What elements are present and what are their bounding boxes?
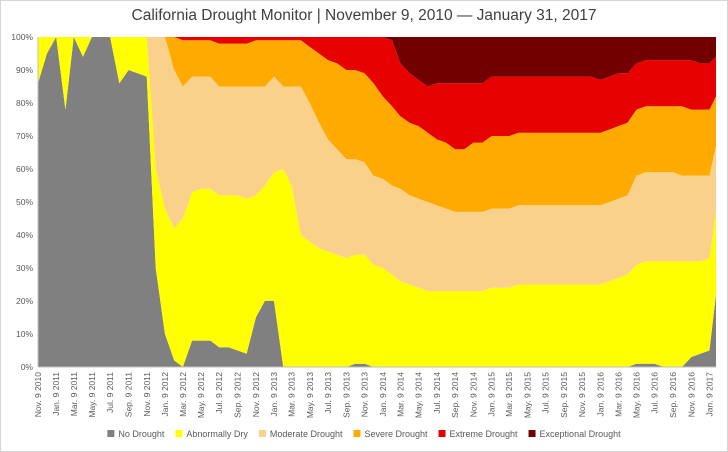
x-axis-ticks: Nov. 9 2010 Jan. 9 2011 Mar. 9 2011 May. 9 … xyxy=(33,372,714,418)
y-tick-label: 20% xyxy=(16,296,33,306)
legend-label: No Drought xyxy=(118,429,165,439)
area-moderate-drought xyxy=(38,37,716,292)
legend-swatch xyxy=(175,430,183,437)
y-tick-label: 80% xyxy=(16,98,33,108)
y-tick-label: 40% xyxy=(16,230,33,240)
x-tick-label: Mar. 9 2014 xyxy=(395,372,405,417)
x-tick-label: Sep. 9 2011 xyxy=(124,372,134,417)
x-tick-label: Jan. 9 2017 xyxy=(704,372,714,417)
area-extreme-drought xyxy=(38,37,716,150)
x-tick-label: Nov. 9 2014 xyxy=(468,372,478,417)
legend-label: Extreme Drought xyxy=(450,429,519,439)
area-exceptional-drought xyxy=(38,37,716,87)
legend-label: Moderate Drought xyxy=(270,429,343,439)
y-tick-label: 70% xyxy=(16,131,33,141)
y-axis-ticks: 0% 10% 20% 30% 40% 50% 60% 70% 80% 90% 100% xyxy=(11,32,33,372)
x-tick-label: Nov. 9 2010 xyxy=(33,372,43,417)
x-tick-label: Jan. 9 2015 xyxy=(487,372,497,417)
area-layers xyxy=(38,37,716,367)
x-tick-label: Nov. 9 2016 xyxy=(686,372,696,417)
chart-title: California Drought Monitor | November 9,… xyxy=(131,7,597,24)
x-tick-label: Sep. 9 2014 xyxy=(450,372,460,418)
x-tick-label: Mar. 9 2013 xyxy=(287,372,297,417)
legend-swatch xyxy=(258,430,266,437)
x-tick-label: Jul. 9 2011 xyxy=(105,372,115,413)
x-tick-label: Jan. 9 2014 xyxy=(378,372,388,417)
x-tick-label: May. 9 2015 xyxy=(522,372,532,418)
y-tick-label: 100% xyxy=(11,32,33,42)
y-tick-label: 50% xyxy=(16,197,33,207)
x-tick-label: May. 9 2014 xyxy=(414,372,424,418)
x-tick-label: Jul. 9 2013 xyxy=(323,372,333,414)
x-tick-label: Nov. 9 2012 xyxy=(251,372,261,417)
x-tick-label: Jan. 9 2013 xyxy=(269,372,279,417)
legend-swatch xyxy=(438,430,446,437)
legend-label: Abnormally Dry xyxy=(186,429,248,439)
x-tick-label: May. 9 2016 xyxy=(631,372,641,418)
x-tick-label: Sep. 9 2015 xyxy=(559,372,569,418)
x-tick-label: Jan. 9 2012 xyxy=(160,372,170,417)
axes xyxy=(37,37,716,368)
x-tick-label: Jul. 9 2016 xyxy=(650,372,660,414)
x-tick-label: Jul. 9 2012 xyxy=(214,372,224,414)
x-tick-label: Jan. 9 2016 xyxy=(595,372,605,417)
legend-swatch xyxy=(528,430,536,437)
legend-label: Exceptional Drought xyxy=(540,429,622,439)
y-tick-label: 0% xyxy=(21,362,34,372)
x-tick-label: May. 9 2012 xyxy=(196,372,206,418)
legend-swatch xyxy=(353,430,361,437)
x-tick-label: Nov. 9 2013 xyxy=(360,372,370,417)
x-tick-label: Mar. 9 2011 xyxy=(69,372,79,417)
y-tick-label: 10% xyxy=(16,329,33,339)
x-tick-label: Nov. 9 2015 xyxy=(577,372,587,417)
legend-label: Severe Drought xyxy=(364,429,428,439)
x-tick-label: Sep. 9 2013 xyxy=(341,372,351,418)
legend-swatch xyxy=(107,430,115,437)
x-tick-label: Jul. 9 2014 xyxy=(432,372,442,414)
x-tick-label: May. 9 2011 xyxy=(87,372,97,418)
y-tick-label: 60% xyxy=(16,164,33,174)
x-tick-label: Jan. 9 2011 xyxy=(51,372,61,416)
x-tick-label: May. 9 2013 xyxy=(305,372,315,418)
x-tick-label: Mar. 9 2015 xyxy=(504,372,514,417)
x-tick-label: Sep. 9 2016 xyxy=(668,372,678,418)
x-tick-label: Sep. 9 2012 xyxy=(233,372,243,418)
x-tick-label: Nov. 9 2011 xyxy=(142,372,152,417)
legend: No Drought Abnormally Dry Moderate Drought… xyxy=(107,429,621,439)
area-severe-drought xyxy=(38,37,716,212)
x-tick-label: Jul. 9 2015 xyxy=(541,372,551,414)
y-tick-label: 90% xyxy=(16,65,33,75)
x-tick-label: Mar. 9 2012 xyxy=(178,372,188,417)
area-no-drought xyxy=(38,37,716,367)
y-tick-label: 30% xyxy=(16,263,33,273)
x-tick-label: Mar. 9 2016 xyxy=(613,372,623,417)
